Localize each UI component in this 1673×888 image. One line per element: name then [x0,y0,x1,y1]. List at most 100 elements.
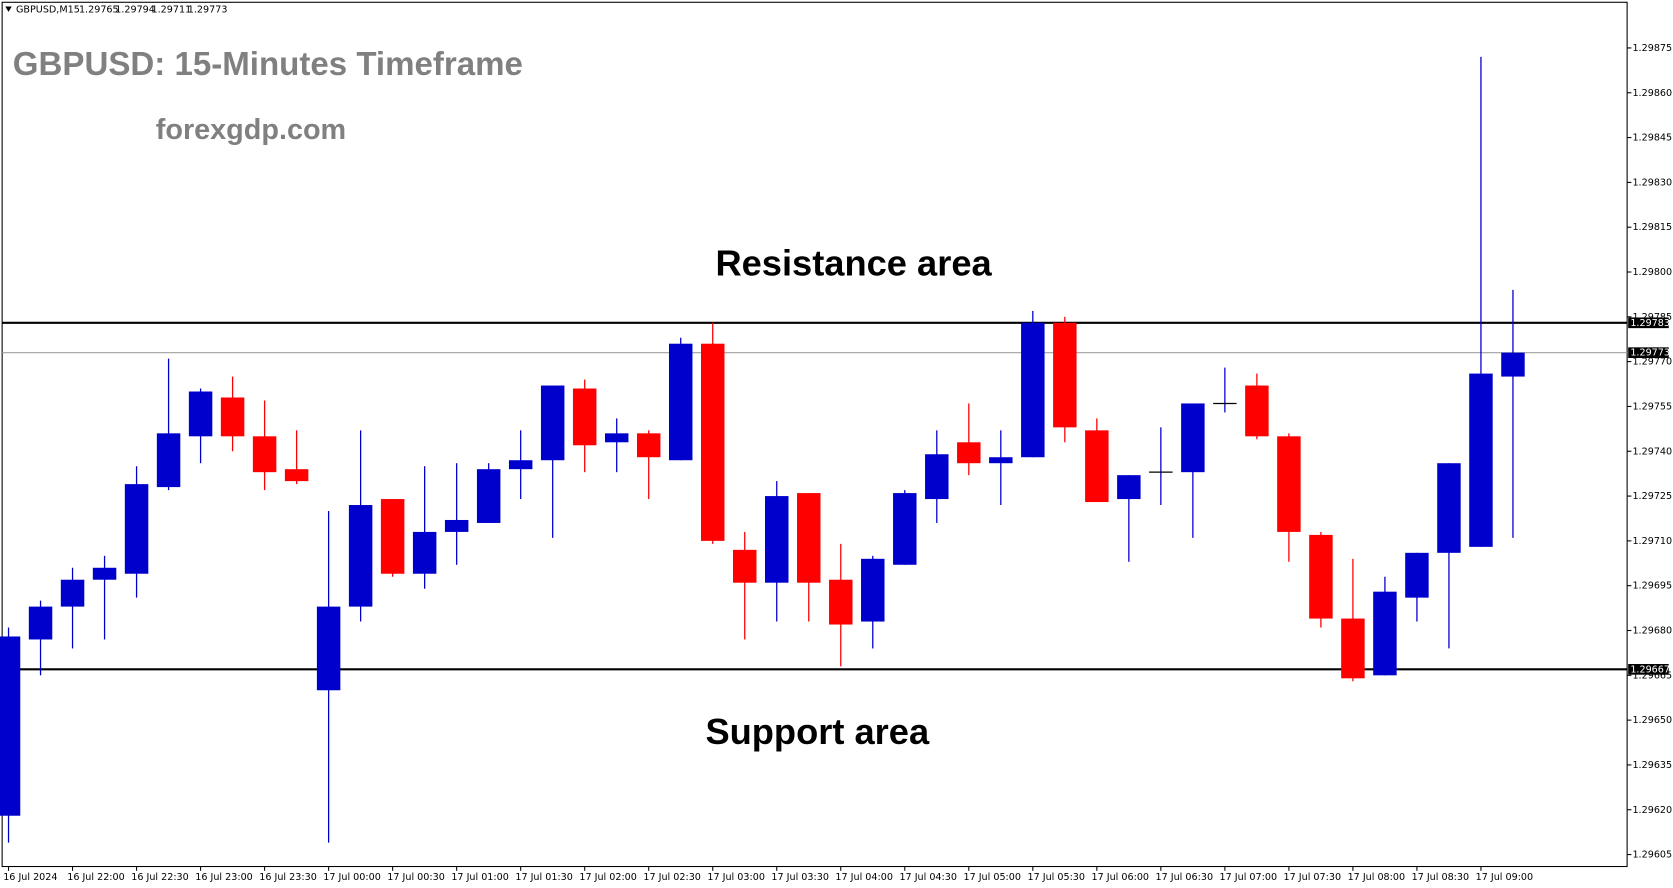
candle-body [925,454,949,500]
symbol: GBPUSD,M15 [16,5,80,16]
y-tick-label: 1.29665 [1632,670,1672,681]
candle-body [124,484,149,574]
candle-body [1469,373,1493,547]
x-tick-label: 17 Jul 00:00 [323,872,381,883]
candle-body [604,433,629,443]
price-level-tag [1628,317,1669,329]
ohlc-high: 1.29794 [115,5,155,16]
candle-body [957,442,981,464]
candle-body [893,493,917,565]
candle-body [765,496,789,583]
plot-area [0,56,1628,843]
y-tick-label: 1.29620 [1632,805,1672,816]
y-tick-label: 1.29695 [1632,581,1672,592]
candle-body [1181,403,1205,473]
price-level-tag [1628,347,1669,359]
candle-body [1021,322,1045,458]
y-tick-label: 1.29830 [1632,177,1672,188]
x-tick-label: 16 Jul 22:30 [131,872,189,883]
candle-body [1085,430,1109,503]
candle-body [1437,463,1461,553]
x-tick-label: 17 Jul 01:00 [451,872,509,883]
y-tick-label: 1.29740 [1632,446,1672,457]
candle-body [188,391,213,437]
ohlc-close: 1.29773 [188,5,228,16]
candle-body [797,493,821,583]
candle-body [476,469,501,523]
candle-body [1501,352,1525,377]
menu-arrow [5,6,12,12]
y-tick-label: 1.29785 [1632,312,1672,323]
y-tick-label: 1.29815 [1632,222,1672,233]
candle-body [60,579,85,607]
x-tick-label: 17 Jul 01:30 [515,872,573,883]
candle-body [1117,475,1141,500]
candle-body [508,460,533,470]
candle-body [668,343,693,461]
candle-body [1245,385,1269,437]
candle-body [316,606,341,691]
x-tick-label: 17 Jul 03:30 [771,872,829,883]
y-tick-label: 1.29605 [1632,850,1672,861]
x-tick-label: 17 Jul 03:00 [707,872,765,883]
candle-body [861,558,885,622]
candle-body [252,436,277,473]
candle-body [1277,436,1301,532]
plot-frame [1,1,1628,868]
x-tick-label: 17 Jul 07:00 [1220,872,1278,883]
candle-body [412,531,437,574]
y-tick-label: 1.29770 [1632,357,1672,368]
chart-subtitle: forexgdp.com [156,114,346,146]
x-tick-label: 17 Jul 00:30 [387,872,445,883]
y-tick-label: 1.29725 [1632,491,1672,502]
x-tick-label: 17 Jul 06:30 [1156,872,1214,883]
candle-body [1341,618,1365,679]
x-tick-label: 17 Jul 06:00 [1092,872,1150,883]
x-tick-label: 17 Jul 05:30 [1027,872,1085,883]
candle-body [572,388,597,446]
candle-body [989,457,1013,464]
price-level-label: 1.29783 [1630,318,1670,329]
candle-body [348,505,373,607]
annotation: Resistance area [715,242,992,283]
x-tick-label: 17 Jul 08:30 [1412,872,1470,883]
candle-body [0,636,21,816]
x-tick-label: 17 Jul 02:00 [579,872,637,883]
y-tick-label: 1.29860 [1632,88,1672,99]
x-tick-label: 17 Jul 04:00 [835,872,893,883]
ohlc-open: 1.29765 [79,5,119,16]
candle-body [92,567,117,580]
x-tick-label: 16 Jul 2024 [3,872,57,883]
candle-body [28,606,53,640]
price-level-label: 1.29773 [1630,348,1670,359]
candle-body [1405,552,1429,598]
y-tick-label: 1.29845 [1632,133,1672,144]
chart-title: GBPUSD: 15-Minutes Timeframe [13,46,523,83]
y-tick-label: 1.29710 [1632,536,1672,547]
candle-body [1309,534,1333,619]
candle-body [156,433,181,488]
candle-body [284,469,309,482]
candle-body [1053,322,1077,428]
candle-body [1373,591,1397,676]
price-level-tag [1628,664,1669,675]
price-level-label: 1.29667 [1630,664,1670,675]
candle-body [220,397,245,437]
y-tick-label: 1.29875 [1632,43,1672,54]
y-tick-label: 1.29650 [1632,715,1672,726]
y-tick-label: 1.29680 [1632,626,1672,637]
candle-body [829,579,853,625]
x-tick-label: 16 Jul 22:00 [67,872,125,883]
x-tick-label: 16 Jul 23:00 [195,872,253,883]
annotation: Support area [705,711,930,752]
candle-body [540,385,565,461]
y-tick-label: 1.29800 [1632,267,1672,278]
x-tick-label: 17 Jul 05:00 [963,872,1021,883]
x-tick-label: 17 Jul 08:00 [1348,872,1406,883]
y-tick-label: 1.29635 [1632,760,1672,771]
y-tick-label: 1.29755 [1632,401,1672,412]
x-tick-label: 17 Jul 02:30 [643,872,701,883]
candle-body [636,433,661,458]
